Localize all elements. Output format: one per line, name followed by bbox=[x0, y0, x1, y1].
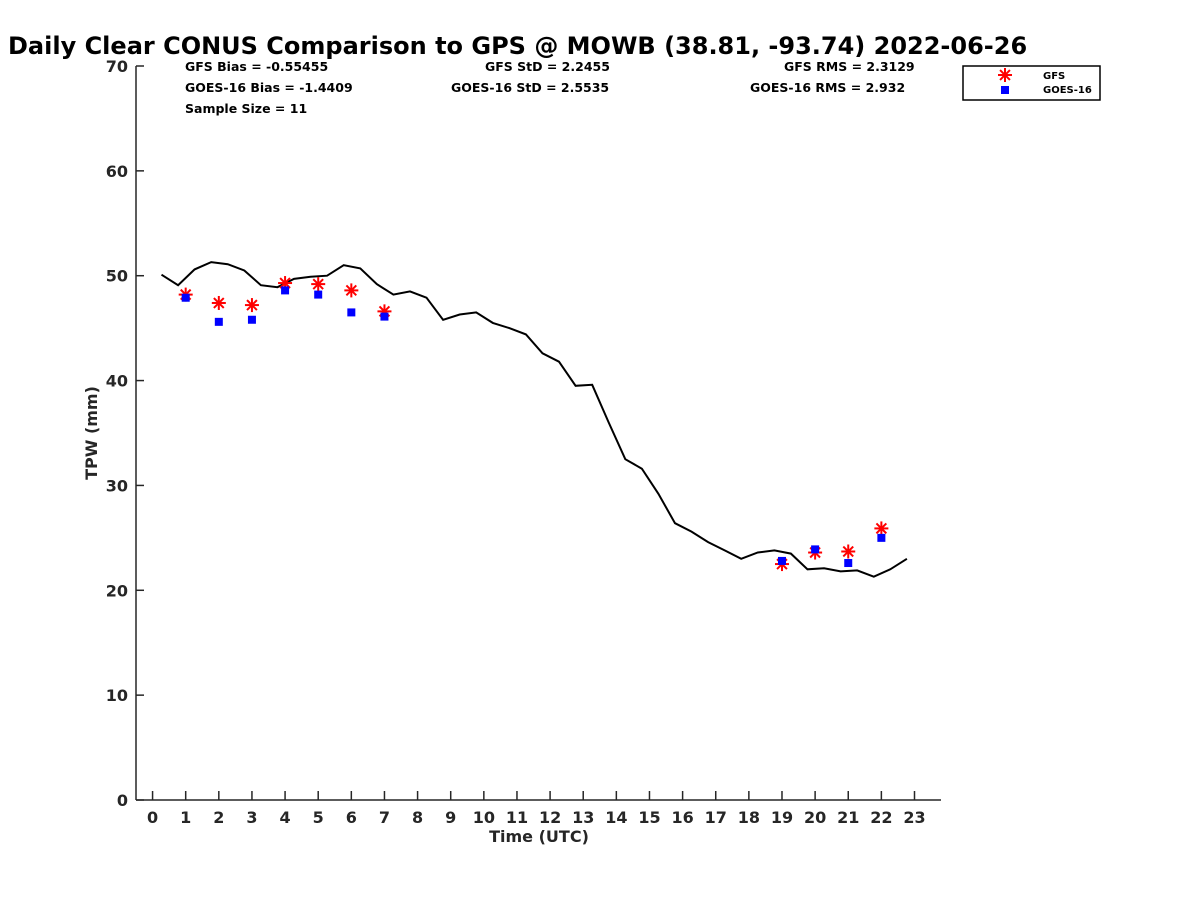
gfs-bias-stat: GFS Bias = -0.55455 bbox=[185, 59, 328, 74]
y-tick-label: 20 bbox=[106, 581, 128, 600]
y-tick-label: 60 bbox=[106, 162, 128, 181]
x-tick-label: 19 bbox=[771, 808, 793, 827]
x-tick-label: 13 bbox=[572, 808, 594, 827]
gfs-point bbox=[841, 544, 856, 559]
legend-box bbox=[962, 65, 1101, 101]
y-tick-label: 40 bbox=[106, 372, 128, 391]
x-ticks: 0 1 2 3 4 5 6 7 8 9 10 11 12 13 14 15 16 17 18 19 20 21 22 23 bbox=[147, 791, 926, 827]
x-tick-label: 23 bbox=[903, 808, 925, 827]
goes-bias-stat: GOES-16 Bias = -1.4409 bbox=[185, 80, 353, 95]
x-tick-label: 21 bbox=[837, 808, 859, 827]
goes-point bbox=[877, 533, 886, 542]
y-tick-label: 50 bbox=[106, 267, 128, 286]
x-tick-label: 2 bbox=[213, 808, 224, 827]
sample-size-stat: Sample Size = 11 bbox=[185, 101, 307, 116]
y-axis-label: TPW (mm) bbox=[82, 386, 101, 480]
legend: GFS GOES-16 bbox=[962, 65, 1101, 101]
x-tick-label: 17 bbox=[705, 808, 727, 827]
goes-point bbox=[777, 556, 786, 565]
goes-point bbox=[181, 293, 190, 302]
x-tick-label: 6 bbox=[346, 808, 357, 827]
gfs-series bbox=[178, 276, 889, 572]
goes-std-stat: GOES-16 StD = 2.5535 bbox=[451, 80, 609, 95]
goes-point bbox=[247, 315, 256, 324]
goes-series bbox=[181, 286, 886, 568]
x-tick-label: 22 bbox=[870, 808, 892, 827]
gfs-point bbox=[874, 521, 889, 536]
x-tick-label: 3 bbox=[246, 808, 257, 827]
goes-rms-stat: GOES-16 RMS = 2.932 bbox=[750, 80, 905, 95]
x-axis-label: Time (UTC) bbox=[489, 827, 589, 846]
goes-point bbox=[380, 312, 389, 321]
legend-goes-label: GOES-16 bbox=[1043, 85, 1092, 96]
x-tick-label: 5 bbox=[313, 808, 324, 827]
gfs-point bbox=[244, 298, 259, 313]
y-tick-label: 30 bbox=[106, 476, 128, 495]
x-tick-label: 9 bbox=[445, 808, 456, 827]
axes bbox=[135, 66, 941, 801]
y-tick-label: 70 bbox=[106, 57, 128, 76]
x-tick-label: 10 bbox=[473, 808, 495, 827]
y-tick-label: 0 bbox=[117, 791, 128, 810]
x-tick-label: 4 bbox=[280, 808, 291, 827]
x-tick-label: 14 bbox=[605, 808, 627, 827]
goes-point bbox=[347, 308, 356, 317]
goes-point bbox=[214, 317, 223, 326]
x-tick-label: 0 bbox=[147, 808, 158, 827]
goes-point bbox=[844, 559, 853, 568]
gfs-point bbox=[211, 295, 226, 310]
gps-line bbox=[160, 261, 908, 578]
y-ticks: 0 10 20 30 40 50 60 70 bbox=[106, 57, 144, 810]
goes-point bbox=[811, 545, 820, 554]
legend-gfs-marker bbox=[998, 68, 1012, 82]
legend-goes-marker bbox=[1001, 86, 1009, 94]
goes-point bbox=[281, 286, 290, 295]
x-tick-label: 7 bbox=[379, 808, 390, 827]
y-tick-label: 10 bbox=[106, 686, 128, 705]
chart-title: Daily Clear CONUS Comparison to GPS @ MO… bbox=[8, 32, 1027, 60]
goes-point bbox=[314, 290, 323, 299]
gfs-std-stat: GFS StD = 2.2455 bbox=[485, 59, 610, 74]
x-tick-label: 15 bbox=[638, 808, 660, 827]
gfs-point bbox=[344, 283, 359, 298]
x-tick-label: 20 bbox=[804, 808, 826, 827]
gfs-rms-stat: GFS RMS = 2.3129 bbox=[784, 59, 915, 74]
x-tick-label: 1 bbox=[180, 808, 191, 827]
legend-gfs-label: GFS bbox=[1043, 71, 1065, 82]
legend-gfs-asterisk bbox=[998, 68, 1012, 82]
x-tick-label: 12 bbox=[539, 808, 561, 827]
x-tick-label: 8 bbox=[412, 808, 423, 827]
gfs-point bbox=[311, 277, 326, 292]
gps-line-layer bbox=[160, 261, 908, 578]
x-tick-label: 18 bbox=[738, 808, 760, 827]
x-tick-label: 16 bbox=[671, 808, 693, 827]
x-tick-label: 11 bbox=[506, 808, 528, 827]
